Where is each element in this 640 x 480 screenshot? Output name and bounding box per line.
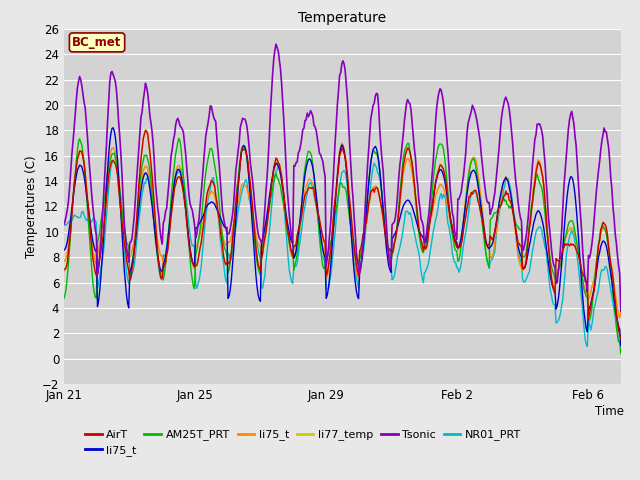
X-axis label: Time: Time bbox=[595, 405, 624, 418]
Text: BC_met: BC_met bbox=[72, 36, 122, 49]
Legend: AirT, li75_t, AM25T_PRT, li75_t, li77_temp, Tsonic, NR01_PRT: AirT, li75_t, AM25T_PRT, li75_t, li77_te… bbox=[81, 425, 525, 460]
Y-axis label: Temperatures (C): Temperatures (C) bbox=[24, 155, 38, 258]
Title: Temperature: Temperature bbox=[298, 11, 387, 25]
